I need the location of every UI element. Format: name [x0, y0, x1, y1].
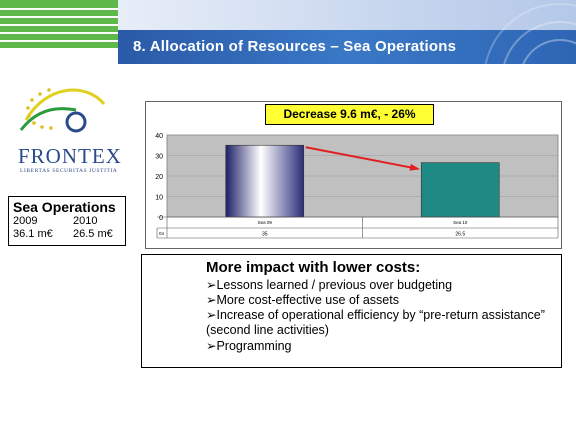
x-tick-label: Sea 09 — [258, 220, 273, 225]
y-tick-label: 30 — [155, 154, 163, 161]
decrease-arrow-head — [409, 163, 421, 171]
header-bar — [118, 30, 576, 64]
logo-name: FRONTEX — [18, 144, 122, 168]
decrease-callout: Decrease 9.6 m€, - 26% — [265, 104, 434, 125]
table-row-label: 04 — [159, 231, 165, 236]
sea-amount-2009: 36.1 m€ — [13, 228, 53, 240]
x-tick-label: Sea 10 — [453, 220, 468, 225]
sea-amount-2010: 26.5 m€ — [73, 228, 113, 240]
logo-motto: LIBERTAS SECURITAS JUSTITIA — [20, 168, 118, 174]
frontex-logo-icon — [19, 88, 106, 133]
header-green-block — [0, 0, 118, 48]
impact-box: More impact with lower costs: ➢Lessons l… — [141, 254, 562, 368]
y-tick-label: 10 — [155, 195, 163, 202]
bar-chart: 0 10 20 30 40 Sea 09 35 Sea 10 26.5 04 — [155, 133, 559, 239]
y-tick-label: 40 — [155, 133, 163, 140]
y-tick-label: 20 — [155, 174, 163, 181]
sea-operations-box: Sea Operations 2009 2010 36.1 m€ 26.5 m€ — [8, 196, 126, 246]
impact-item-efficiency: ➢Increase of operational efficiency by “… — [206, 308, 545, 337]
sea-year-2010: 2010 — [73, 215, 98, 227]
y-tick-label: 0 — [159, 215, 163, 222]
bar-sea-10 — [420, 162, 500, 218]
impact-item-cost-effective: ➢More cost-effective use of assets — [206, 293, 399, 307]
decrease-arrow — [305, 146, 418, 170]
impact-item-lessons: ➢Lessons learned / previous over budgeti… — [206, 278, 453, 292]
page-title: 8. Allocation of Resources – Sea Operati… — [133, 38, 457, 55]
header-banner — [118, 0, 576, 30]
impact-item-programming: ➢Programming — [206, 339, 292, 353]
table-value: 35 — [262, 232, 268, 238]
sea-operations-title: Sea Operations — [13, 199, 116, 215]
header-decoration-icon — [484, 3, 576, 64]
bar-sea-09 — [225, 144, 305, 218]
sea-year-2009: 2009 — [13, 215, 38, 227]
table-value: 26.5 — [455, 232, 465, 238]
impact-title: More impact with lower costs: — [206, 259, 421, 276]
